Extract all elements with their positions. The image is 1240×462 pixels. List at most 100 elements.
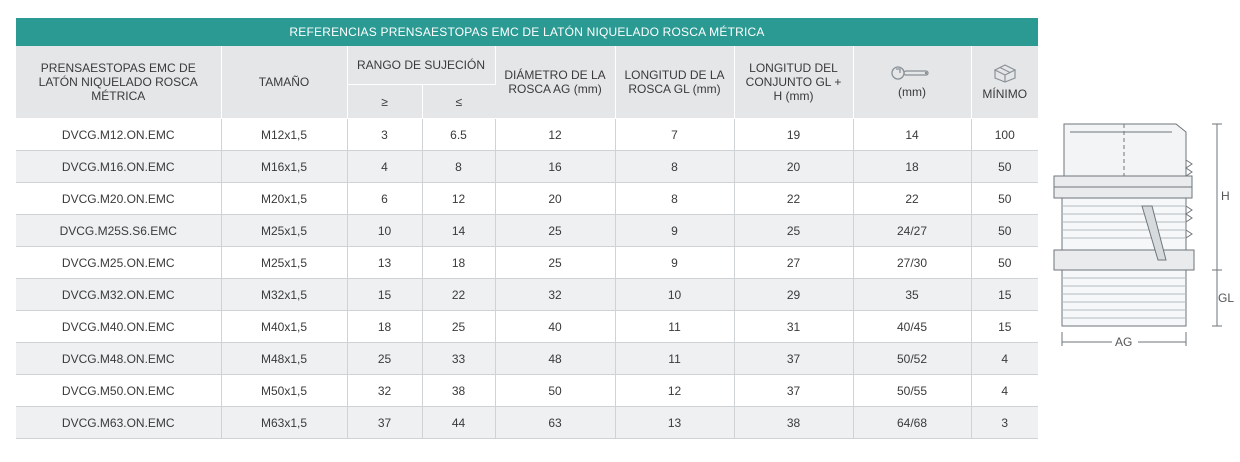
cell-thread-diameter: 25 [495, 214, 616, 247]
cell-assembly-length: 29 [734, 278, 854, 311]
table-row: DVCG.M16.ON.EMC M16x1,5 4 8 16 8 20 18 50 [16, 150, 1039, 183]
header-wrench-unit: (mm) [898, 85, 926, 99]
cell-range-min: 6 [347, 182, 423, 215]
cell-minimum: 15 [971, 278, 1039, 311]
header-thread-diameter: DIÁMETRO DE LA ROSCA AG (mm) [495, 46, 616, 119]
cell-reference: DVCG.M48.ON.EMC [16, 342, 222, 375]
cell-size: M20x1,5 [221, 182, 348, 215]
cell-minimum: 50 [971, 150, 1039, 183]
cell-thread-length: 12 [615, 374, 735, 407]
header-product: PRENSAESTOPAS EMC DE LATÓN NIQUELADO ROS… [16, 46, 222, 119]
cell-range-min: 37 [347, 406, 423, 439]
cell-reference: DVCG.M50.ON.EMC [16, 374, 222, 407]
cable-gland-drawing: H GL AG [1053, 123, 1234, 349]
cell-range-max: 44 [422, 406, 496, 439]
cell-thread-diameter: 50 [495, 374, 616, 407]
cell-range-max: 6.5 [422, 118, 496, 151]
cell-thread-diameter: 20 [495, 182, 616, 215]
cell-wrench-size: 22 [853, 182, 972, 215]
header-minimum: MÍNIMO [971, 46, 1039, 119]
cell-size: M25x1,5 [221, 214, 348, 247]
cell-size: M50x1,5 [221, 374, 348, 407]
cell-wrench-size: 18 [853, 150, 972, 183]
cell-range-min: 25 [347, 342, 423, 375]
cell-range-max: 18 [422, 246, 496, 279]
cell-wrench-size: 35 [853, 278, 972, 311]
cell-thread-length: 8 [615, 150, 735, 183]
table-title: REFERENCIAS PRENSAESTOPAS EMC DE LATÓN N… [16, 18, 1038, 46]
dimension-h-label: H [1221, 189, 1230, 203]
cell-assembly-length: 19 [734, 118, 854, 151]
cell-minimum: 4 [971, 342, 1039, 375]
cell-thread-length: 9 [615, 214, 735, 247]
cell-minimum: 50 [971, 246, 1039, 279]
cell-reference: DVCG.M25S.S6.EMC [16, 214, 222, 247]
cell-range-min: 3 [347, 118, 423, 151]
header-thread-length: LONGITUD DE LA ROSCA GL (mm) [615, 46, 735, 119]
table-row: DVCG.M12.ON.EMC M12x1,5 3 6.5 12 7 19 14 100 [16, 118, 1039, 151]
cell-thread-length: 7 [615, 118, 735, 151]
cell-reference: DVCG.M63.ON.EMC [16, 406, 222, 439]
box-icon [993, 64, 1017, 83]
cell-thread-length: 8 [615, 182, 735, 215]
table-row: DVCG.M63.ON.EMC M63x1,5 37 44 63 13 38 64/68 3 [16, 406, 1039, 439]
table-row: DVCG.M25S.S6.EMC M25x1,5 10 14 25 9 25 24/27 50 [16, 214, 1039, 247]
cell-assembly-length: 31 [734, 310, 854, 343]
header-assembly-length: LONGITUD DEL CONJUNTO GL + H (mm) [734, 46, 854, 119]
cell-size: M32x1,5 [221, 278, 348, 311]
header-clamping-range: RANGO DE SUJECIÓN [347, 46, 496, 85]
cell-size: M25x1,5 [221, 246, 348, 279]
cell-wrench-size: 14 [853, 118, 972, 151]
cell-size: M40x1,5 [221, 310, 348, 343]
cell-wrench-size: 50/55 [853, 374, 972, 407]
cell-thread-diameter: 48 [495, 342, 616, 375]
table-row: DVCG.M32.ON.EMC M32x1,5 15 22 32 10 29 35 15 [16, 278, 1039, 311]
cell-reference: DVCG.M12.ON.EMC [16, 118, 222, 151]
dimension-ag-label: AG [1115, 335, 1132, 349]
header-range-max: ≤ [422, 84, 496, 119]
cell-range-max: 14 [422, 214, 496, 247]
cell-size: M12x1,5 [221, 118, 348, 151]
cell-range-max: 38 [422, 374, 496, 407]
cell-wrench-size: 27/30 [853, 246, 972, 279]
cell-assembly-length: 22 [734, 182, 854, 215]
cell-assembly-length: 38 [734, 406, 854, 439]
cell-range-min: 32 [347, 374, 423, 407]
cell-minimum: 100 [971, 118, 1039, 151]
header-range-min: ≥ [347, 84, 423, 119]
cell-assembly-length: 25 [734, 214, 854, 247]
cell-thread-diameter: 63 [495, 406, 616, 439]
cell-thread-length: 13 [615, 406, 735, 439]
cell-reference: DVCG.M32.ON.EMC [16, 278, 222, 311]
header-size: TAMAÑO [221, 46, 348, 119]
cell-range-min: 10 [347, 214, 423, 247]
references-table-block: REFERENCIAS PRENSAESTOPAS EMC DE LATÓN N… [16, 18, 1039, 439]
cell-thread-length: 9 [615, 246, 735, 279]
dimension-gl-label: GL [1218, 291, 1234, 305]
cell-wrench-size: 50/52 [853, 342, 972, 375]
cell-assembly-length: 37 [734, 374, 854, 407]
table-row: DVCG.M48.ON.EMC M48x1,5 25 33 48 11 37 50/52 4 [16, 342, 1039, 375]
cell-thread-diameter: 16 [495, 150, 616, 183]
cell-size: M63x1,5 [221, 406, 348, 439]
cell-range-min: 18 [347, 310, 423, 343]
cell-wrench-size: 24/27 [853, 214, 972, 247]
cell-range-max: 22 [422, 278, 496, 311]
cell-minimum: 4 [971, 374, 1039, 407]
cell-thread-length: 11 [615, 342, 735, 375]
cell-range-max: 12 [422, 182, 496, 215]
cell-range-max: 8 [422, 150, 496, 183]
cell-size: M48x1,5 [221, 342, 348, 375]
cell-wrench-size: 40/45 [853, 310, 972, 343]
cell-thread-diameter: 40 [495, 310, 616, 343]
cell-reference: DVCG.M40.ON.EMC [16, 310, 222, 343]
table-row: DVCG.M40.ON.EMC M40x1,5 18 25 40 11 31 40/45 15 [16, 310, 1039, 343]
cell-range-max: 33 [422, 342, 496, 375]
cell-thread-diameter: 32 [495, 278, 616, 311]
header-wrench-size: (mm) [853, 46, 972, 119]
table-row: DVCG.M20.ON.EMC M20x1,5 6 12 20 8 22 22 50 [16, 182, 1039, 215]
cell-assembly-length: 20 [734, 150, 854, 183]
cell-range-min: 13 [347, 246, 423, 279]
cell-minimum: 15 [971, 310, 1039, 343]
cell-wrench-size: 64/68 [853, 406, 972, 439]
